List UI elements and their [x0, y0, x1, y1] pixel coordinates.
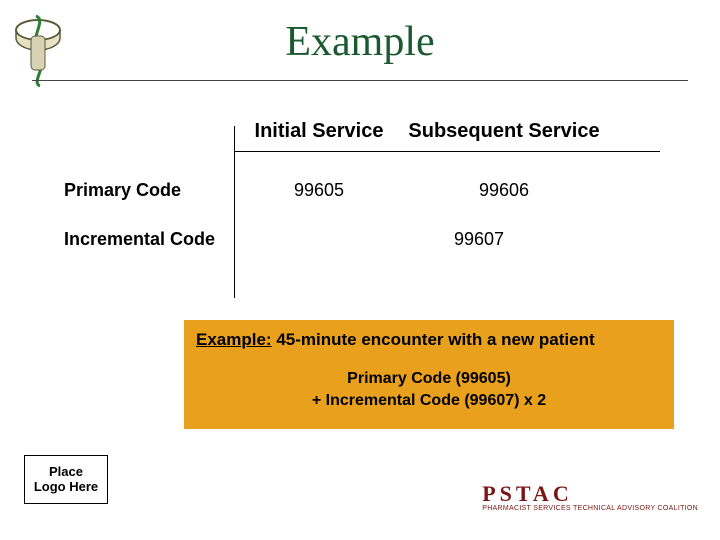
logo-placeholder-line2: Logo Here [29, 479, 103, 495]
table-vertical-line [234, 126, 235, 298]
example-rest: 45-minute encounter with a new patient [272, 330, 595, 349]
cell-primary-subsequent: 99606 [404, 180, 604, 201]
brand-sub-text: PHARMACIST SERVICES TECHNICAL ADVISORY C… [482, 505, 698, 512]
logo-placeholder: Place Logo Here [24, 455, 108, 504]
cell-incremental-code: 99607 [234, 229, 604, 250]
example-body: Primary Code (99605) + Incremental Code … [196, 368, 662, 411]
title-divider [32, 80, 688, 81]
table-header-row: Initial Service Subsequent Service [60, 120, 660, 151]
slide-root: Example Initial Service Subsequent Servi… [0, 0, 720, 540]
codes-table: Initial Service Subsequent Service Prima… [60, 120, 660, 250]
brand-logo: PSTAC PHARMACIST SERVICES TECHNICAL ADVI… [482, 481, 698, 512]
table-header-subsequent: Subsequent Service [404, 120, 604, 143]
table-header-initial: Initial Service [234, 120, 404, 143]
slide-title: Example [0, 18, 720, 66]
example-heading: Example: 45-minute encounter with a new … [196, 330, 662, 350]
example-prefix: Example: [196, 330, 272, 349]
row-label-incremental: Incremental Code [60, 229, 234, 250]
example-body-line1: Primary Code (99605) [196, 368, 662, 390]
example-body-line2: + Incremental Code (99607) x 2 [196, 390, 662, 412]
brand-main-text: PSTAC [482, 481, 698, 507]
table-row: Primary Code 99605 99606 [60, 152, 660, 201]
cell-primary-initial: 99605 [234, 180, 404, 201]
logo-placeholder-line1: Place [29, 464, 103, 480]
row-label-primary: Primary Code [60, 180, 234, 201]
table-row: Incremental Code 99607 [60, 201, 660, 250]
example-callout: Example: 45-minute encounter with a new … [184, 320, 674, 429]
